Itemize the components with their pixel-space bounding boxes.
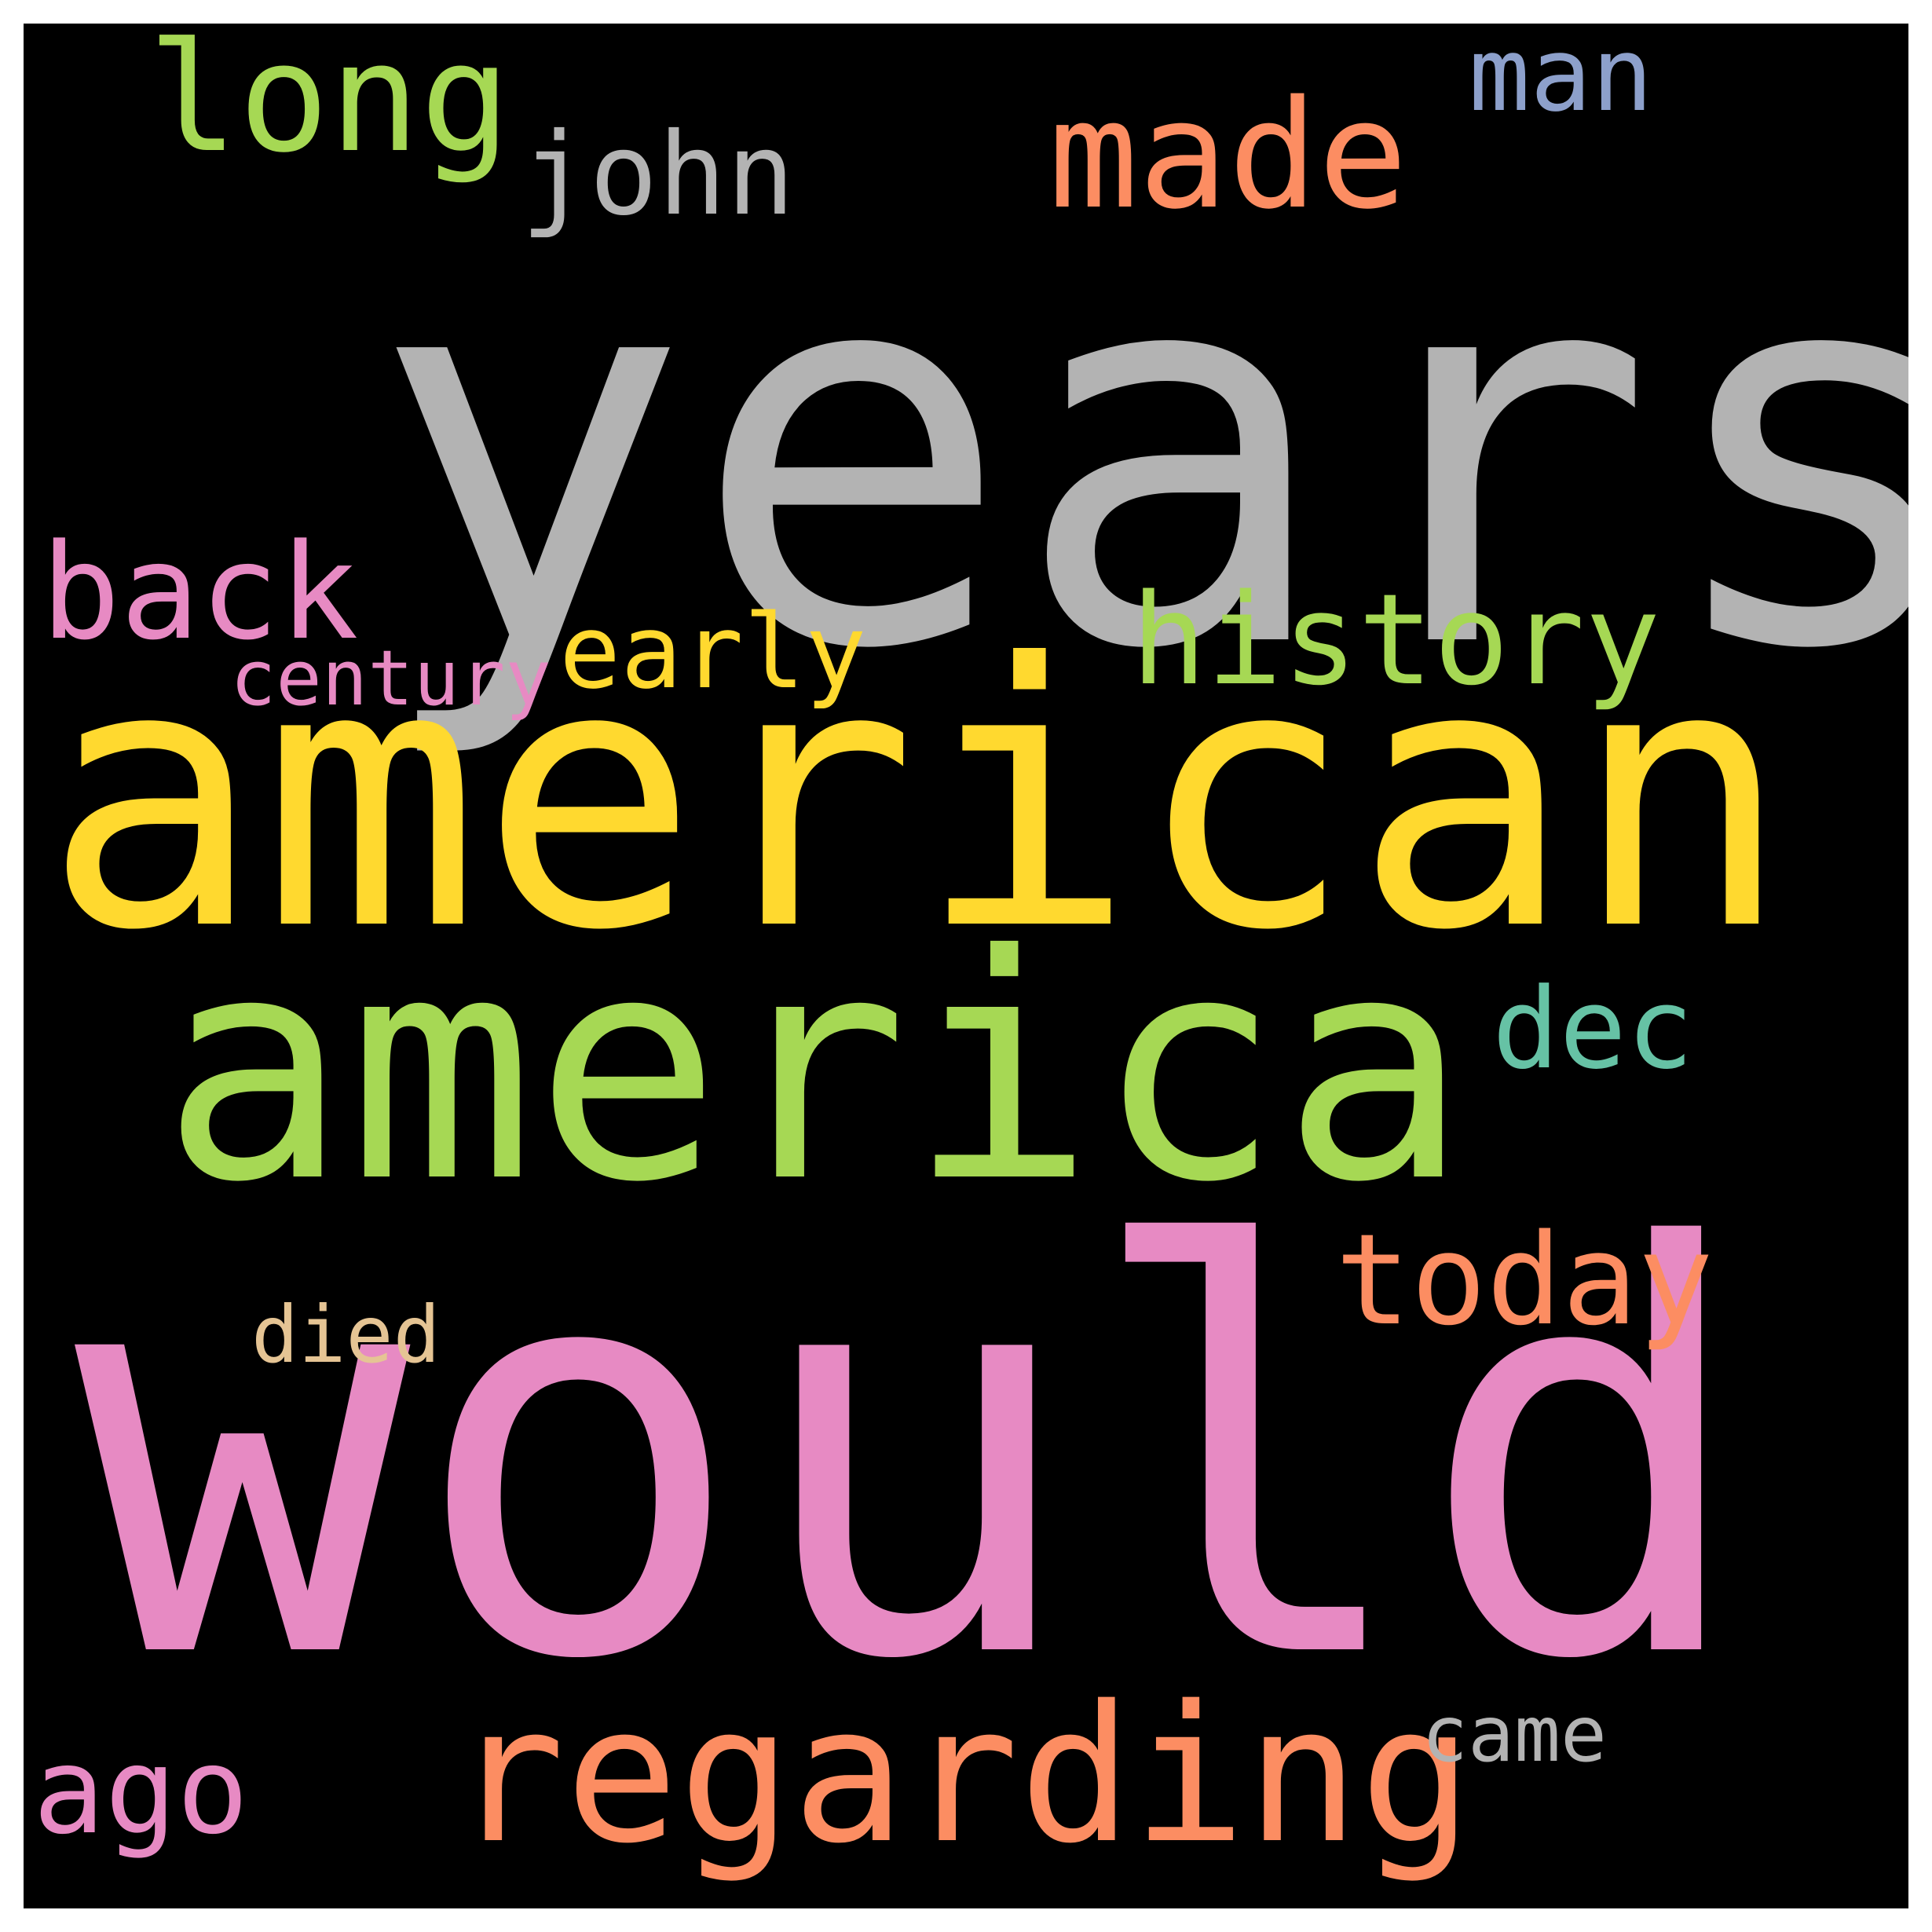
word-dec: dec: [1492, 964, 1694, 1094]
word-long: long: [148, 24, 511, 186]
word-early: early: [559, 592, 867, 712]
word-regarding: regarding: [452, 1665, 1473, 1885]
word-died: died: [251, 1289, 441, 1381]
word-came: came: [1422, 1690, 1608, 1780]
word-man: man: [1469, 24, 1653, 134]
word-cloud: years american america would regarding l…: [24, 24, 1908, 1908]
word-history: history: [1131, 566, 1661, 713]
word-made: made: [1048, 68, 1408, 242]
word-america: america: [161, 889, 1469, 1250]
word-back: back: [41, 515, 359, 669]
word-century: century: [230, 634, 551, 723]
word-would: would: [75, 1132, 1754, 1781]
word-years: years: [369, 145, 1908, 766]
word-john: john: [521, 108, 796, 241]
word-ago: ago: [33, 1722, 249, 1861]
word-american: american: [43, 587, 1791, 1009]
word-today: today: [1335, 1206, 1714, 1353]
